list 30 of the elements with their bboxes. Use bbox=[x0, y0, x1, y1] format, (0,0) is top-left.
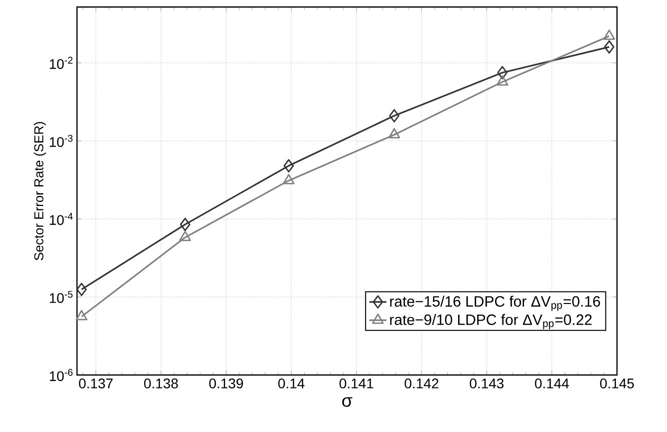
point bbox=[180, 218, 190, 232]
x-tick-label: 0.143 bbox=[470, 378, 504, 388]
y-tick-label: 10$^{-3}$ bbox=[50, 134, 73, 147]
point bbox=[179, 230, 192, 242]
point bbox=[497, 66, 508, 80]
x-tick-label: 0.142 bbox=[404, 378, 438, 388]
point bbox=[496, 75, 508, 86]
x-tick-label: 0.14 bbox=[278, 378, 304, 388]
y-axis-title: Sector Error Rate (SER) bbox=[34, 122, 46, 260]
x-tick-label: 0.144 bbox=[534, 378, 569, 388]
point bbox=[282, 174, 295, 184]
x-tick-label: 0.138 bbox=[144, 378, 178, 388]
point bbox=[388, 128, 400, 138]
x-tick-label: 0.145 bbox=[600, 378, 634, 388]
y-tick-label: 10$^{-2}$ bbox=[50, 56, 72, 69]
x-axis-title: σ bbox=[342, 397, 352, 407]
point bbox=[604, 40, 614, 54]
point bbox=[284, 159, 294, 172]
point bbox=[76, 282, 87, 296]
legend-label: rate−9/10 LDPC for ΔV$_{pp}$=0.22 bbox=[390, 314, 592, 330]
point bbox=[389, 109, 400, 122]
y-tick-label: 10$^{-6}$ bbox=[50, 368, 73, 382]
x-tick-label: 0.137 bbox=[78, 378, 113, 388]
y-tick-label: 10$^{-4}$ bbox=[50, 212, 73, 225]
point bbox=[76, 310, 88, 320]
x-tick-label: 0.141 bbox=[340, 378, 374, 388]
point bbox=[603, 29, 616, 40]
x-tick-label: 0.139 bbox=[209, 378, 243, 388]
legend-label: rate−15/16 LDPC for ΔV$_{pp}$=0.16 bbox=[390, 296, 600, 311]
y-tick-label: 10$^{-5}$ bbox=[50, 290, 73, 304]
